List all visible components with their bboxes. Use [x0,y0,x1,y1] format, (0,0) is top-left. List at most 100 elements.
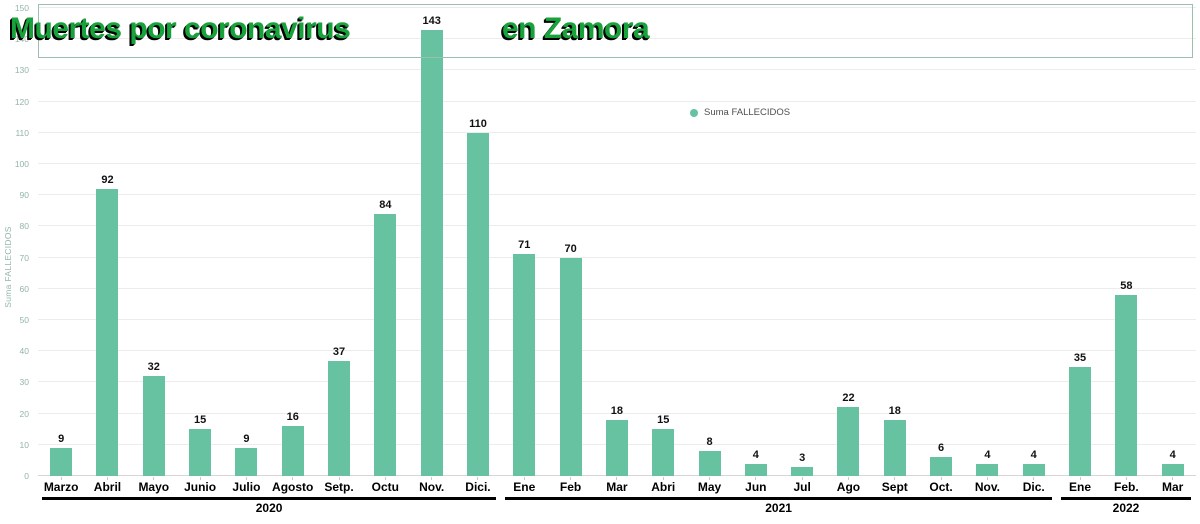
gridline-30 [38,381,1196,383]
gridline-140 [38,38,1196,40]
bar-slot-16: 4 [733,8,779,476]
x-tick-mark [338,477,340,480]
bar [513,254,536,476]
x-tick-mark [199,477,201,480]
y-tick-label-140: 140 [14,34,29,45]
y-tick-label-30: 30 [19,377,29,388]
x-tick-mark [292,477,294,480]
chart-title-line1: Muertes por coronavirus [10,12,351,45]
bar-slot-4: 15 [177,8,223,476]
x-axis-slot-1: Marzo [38,477,84,497]
x-tick-mark [616,477,618,480]
gridline-90 [38,194,1196,196]
bar [1069,366,1092,476]
x-axis-label: Ene [513,480,536,494]
x-tick-mark [801,477,803,480]
bar-value-label: 6 [938,442,945,455]
x-axis-slot-14: Abri [640,477,686,497]
x-axis-label: May [697,480,722,494]
bar-slot-18: 22 [825,8,871,476]
x-tick-mark [940,477,942,480]
bar-value-label: 16 [286,411,299,424]
bar [1022,463,1045,476]
x-axis-label: Ago [836,480,861,494]
x-axis-slot-4: Junio [177,477,223,497]
x-axis-label: Ene [1069,480,1092,494]
x-axis-slot-16: Jun [733,477,779,497]
x-axis-label: Julio [232,480,261,494]
bar-value-label: 4 [984,448,991,461]
x-tick-mark [384,477,386,480]
y-tick-label-150: 150 [14,3,29,13]
bar-value-label: 15 [657,414,670,427]
gridline-20 [38,412,1196,414]
x-tick-mark [523,477,525,480]
bar-slot-8: 84 [362,8,408,476]
x-tick-mark [1033,477,1035,480]
x-axis-label: Nov. [419,480,445,494]
chart-title-line2: en Zamora [502,12,650,45]
x-axis-label: Feb. [1114,480,1139,494]
gridline-60 [38,287,1196,289]
legend-series-dot-icon [690,108,698,117]
x-axis-slot-24: Feb. [1103,477,1149,497]
bar-slot-20: 6 [918,8,964,476]
x-tick-mark [60,477,62,480]
bar-value-label: 9 [243,432,250,445]
x-axis-label: Jul [793,480,811,494]
bar [466,132,489,476]
x-axis-label: Feb [559,480,582,494]
bar [281,426,304,476]
year-segment-2022: 2022 [1061,497,1191,515]
gridline-110 [38,131,1196,133]
bar [50,447,73,476]
y-tick-label-60: 60 [19,283,29,294]
y-tick-label-80: 80 [19,221,29,232]
bar-value-label: 32 [147,361,160,374]
bar-slot-21: 4 [964,8,1010,476]
bar-slot-25: 4 [1150,8,1196,476]
bar [605,419,628,476]
x-tick-mark [894,477,896,480]
x-tick-mark [1079,477,1081,480]
y-tick-label-50: 50 [19,315,29,326]
x-tick-mark [662,477,664,480]
bar-slot-22: 4 [1011,8,1057,476]
x-axis-slot-15: May [686,477,732,497]
x-tick-mark [1172,477,1174,480]
x-axis-labels: Marzo Abril Mayo Junio Julio Agosto Setp. Octu N… [38,477,1196,497]
x-axis-slot-6: Agosto [270,477,316,497]
y-tick-label-20: 20 [19,408,29,419]
year-group-axis: 2020 2021 2022 [38,497,1196,521]
x-axis-label: Sept [881,480,908,494]
y-tick-label-40: 40 [19,346,29,357]
x-tick-mark [709,477,711,480]
x-axis-slot-22: Dic. [1011,477,1057,497]
bar [328,360,351,476]
bar-value-label: 35 [1073,351,1087,364]
y-tick-label-120: 120 [14,96,29,107]
bar [189,429,212,476]
bar [559,257,582,476]
bar-slot-13: 18 [594,8,640,476]
bar [791,466,814,476]
bars-row: 9 92 32 15 9 16 37 84 143 110 71 70 18 15 8 4 3 22 18 6 4 4 35… [38,8,1196,476]
bar [1115,295,1138,476]
bar-value-label: 84 [379,198,392,211]
x-axis-label: Abri [651,480,676,494]
bar-slot-7: 37 [316,8,362,476]
x-axis-label: Mar [606,480,628,494]
x-tick-mark [245,477,247,480]
gridline-100 [38,163,1196,165]
x-axis-slot-17: Jul [779,477,825,497]
y-tick-label-70: 70 [19,252,29,263]
bar-value-label: 22 [842,392,855,405]
bar-value-label: 37 [332,345,346,358]
bar [744,463,767,476]
gridline-40 [38,350,1196,352]
bar [837,407,860,476]
bar-value-label: 70 [564,242,577,255]
gridline-130 [38,69,1196,71]
bar-slot-5: 9 [223,8,269,476]
bar-value-label: 18 [888,404,901,417]
